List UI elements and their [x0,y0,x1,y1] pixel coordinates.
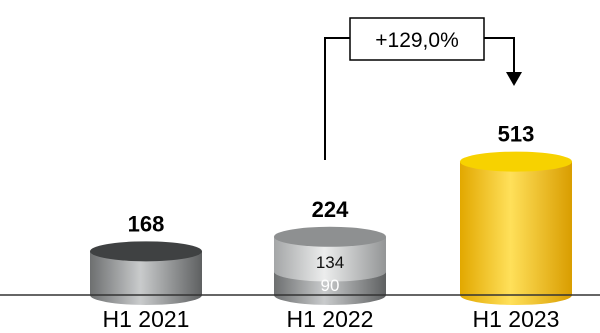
annotation-connector-right [484,37,515,72]
annotation-connector-left [324,37,350,160]
bar-h1-2022-top [274,226,386,282]
category-label-h1-2021: H1 2021 [103,306,190,332]
segment-label-134: 134 [316,253,344,272]
bar-h1-2023-body [460,161,572,305]
bar-h1-2022-top-top [274,226,386,247]
annotation-box [349,17,485,61]
annotation-text: +129,0% [375,29,459,52]
growth-annotation: +129,0% [324,17,522,160]
bar-h1-2021 [90,241,202,305]
total-label-h1-2021: 168 [128,211,165,236]
labels-layer: 168 H1 2021 90 134 224 H1 2022 513 H1 2023 [103,122,560,332]
category-label-h1-2023: H1 2023 [473,306,560,332]
bar-h1-2021-body [90,251,202,305]
category-label-h1-2022: H1 2022 [287,306,374,332]
bars-layer [90,151,572,305]
total-label-h1-2022: 224 [312,197,349,222]
bar-h1-2022-top-body [274,236,386,282]
total-label-h1-2023: 513 [498,122,535,147]
bar-h1-2021-top [90,241,202,262]
bar-h1-2023 [460,151,572,305]
annotation-arrowhead [506,72,522,86]
bar-h1-2023-top [460,151,572,172]
segment-label-90: 90 [321,276,340,295]
